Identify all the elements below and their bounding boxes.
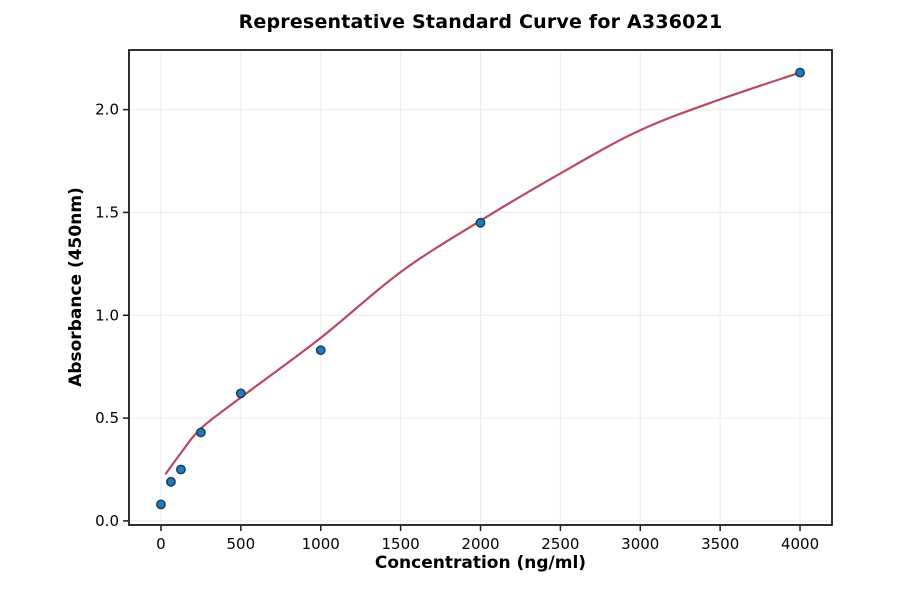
x-tick-label: 4000 — [781, 535, 819, 553]
x-tick-label: 2000 — [461, 535, 499, 553]
fit-curve — [164, 71, 802, 475]
y-tick-label: 0.0 — [95, 512, 119, 530]
data-point — [166, 476, 176, 487]
data-point — [176, 464, 186, 475]
x-tick-label: 500 — [227, 535, 256, 553]
x-tick-label: 3000 — [621, 535, 659, 553]
x-tick-label: 2500 — [541, 535, 579, 553]
data-point — [195, 427, 206, 438]
axes-box — [128, 49, 833, 526]
y-tick-label: 0.5 — [95, 409, 119, 427]
data-point — [795, 67, 805, 78]
chart-title: Representative Standard Curve for A33602… — [238, 11, 723, 33]
y-tick-label: 1.0 — [95, 306, 119, 324]
data-point — [156, 499, 166, 510]
x-tick-label: 0 — [156, 535, 166, 553]
data-point — [315, 345, 326, 356]
data-point — [235, 388, 246, 399]
x-tick-label: 1000 — [302, 535, 340, 553]
data-point — [475, 217, 486, 228]
x-tick-label: 3500 — [701, 535, 739, 553]
x-tick-label: 1500 — [382, 535, 420, 553]
y-tick-label: 1.5 — [95, 203, 119, 221]
x-axis-label: Concentration (ng/ml) — [374, 553, 587, 573]
y-tick-label: 2.0 — [95, 101, 119, 119]
